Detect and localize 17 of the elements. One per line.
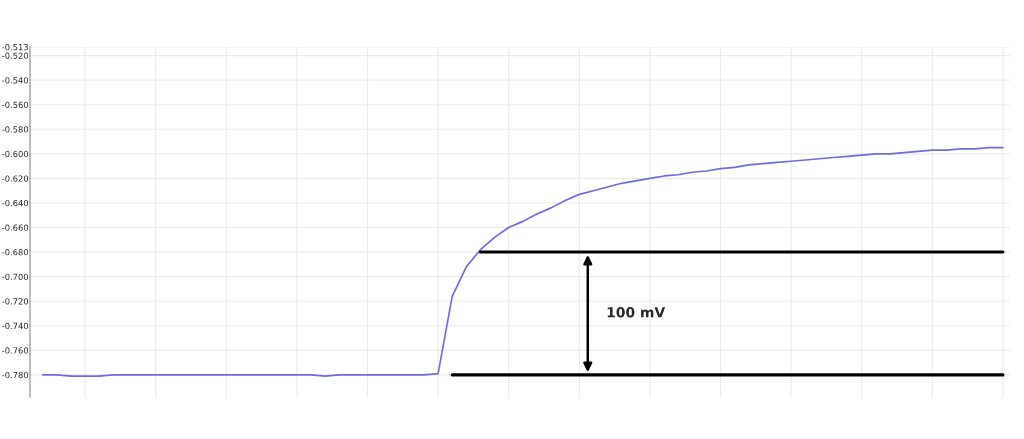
y-tick-label: -0.780 — [2, 371, 29, 379]
y-tick-label: -0.660 — [2, 224, 29, 231]
y-tick-label: -0.620 — [2, 175, 29, 182]
y-tick-label: -0.580 — [2, 126, 29, 133]
annotation: 100 mV — [607, 307, 666, 318]
y-tick-label: -0.560 — [2, 101, 29, 108]
y-tick-label: -0.640 — [2, 199, 29, 207]
y-tick-label: -0.700 — [2, 273, 29, 280]
y-tick-label: -0.720 — [2, 298, 29, 305]
y-tick-label: -0.680 — [2, 249, 29, 256]
y-tick-label: -0.600 — [2, 150, 29, 158]
y-tick-label: -0.760 — [2, 347, 29, 354]
y-tick-label: -0.520 — [2, 52, 29, 59]
line-series — [41, 146, 1004, 377]
y-tick-label: -0.540 — [2, 77, 29, 84]
y-tick-label: -0.513 — [2, 43, 28, 51]
y-tick-label: -0.740 — [2, 322, 29, 330]
